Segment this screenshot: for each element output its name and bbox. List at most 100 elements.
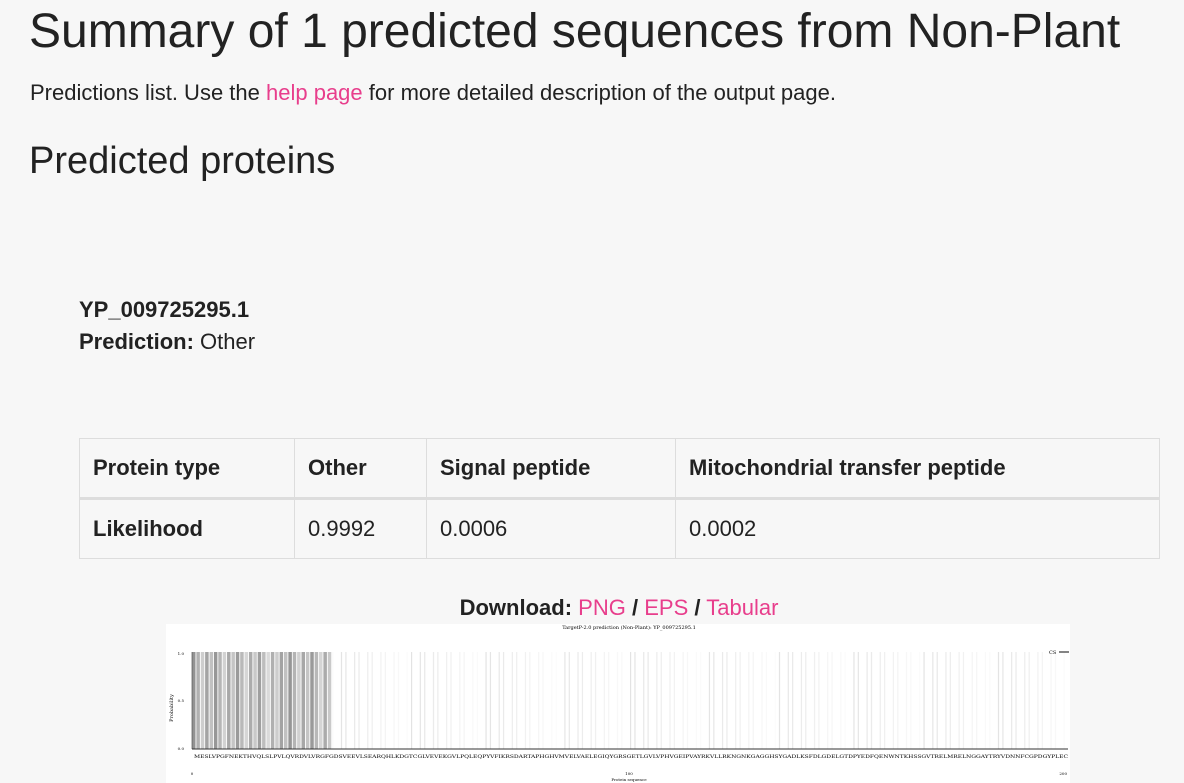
band [529, 652, 531, 749]
band [555, 652, 557, 749]
band [827, 652, 829, 749]
cell: 0.0002 [675, 498, 1160, 559]
band [695, 652, 697, 749]
band [213, 652, 218, 749]
band [708, 652, 711, 749]
intro: Predictions list. Use the help page for … [30, 80, 836, 106]
band [432, 652, 435, 749]
band [669, 652, 671, 749]
band [516, 652, 518, 749]
band [411, 652, 413, 749]
band [577, 652, 579, 749]
band [1002, 652, 1004, 749]
band [209, 652, 214, 749]
y-tick-label: 0.0 [178, 746, 185, 751]
band [1041, 652, 1043, 749]
band [380, 652, 382, 749]
band [446, 652, 448, 749]
band [498, 652, 500, 749]
band [310, 652, 314, 749]
intro-text: Predictions list. Use the [30, 80, 260, 105]
band [840, 652, 842, 749]
band [594, 652, 597, 749]
band [1024, 652, 1026, 749]
band [608, 652, 610, 749]
band [472, 652, 474, 749]
band [340, 652, 343, 749]
band [437, 652, 439, 749]
band [275, 652, 279, 749]
band [686, 652, 689, 749]
x-tick-label: 100 [625, 771, 633, 776]
band [713, 652, 715, 749]
band [266, 652, 270, 749]
band [892, 652, 894, 749]
band [831, 652, 833, 749]
download-link[interactable]: PNG [578, 595, 626, 620]
cell: 0.0006 [426, 498, 676, 559]
band [270, 652, 275, 749]
band [936, 652, 938, 749]
download: Download: PNG / EPS / Tabular [0, 595, 1184, 621]
x-tick-label: 0 [191, 771, 194, 776]
band [581, 652, 584, 749]
sequence: MESLVPGFNEKTHVQLSLPVLQVRDVLVRGFGDSVEEVLS… [194, 755, 1069, 760]
header-row: Protein type Other Signal peptide Mitoch… [79, 438, 1160, 500]
band [984, 652, 986, 749]
band [621, 652, 623, 749]
band [450, 652, 452, 749]
band [787, 652, 789, 749]
band [1050, 652, 1052, 749]
band [792, 652, 794, 749]
header-cell: Mitochondrial transfer peptide [675, 438, 1160, 500]
band [870, 652, 873, 749]
band [384, 652, 386, 749]
band [774, 652, 776, 749]
band [923, 652, 925, 749]
band [524, 652, 527, 749]
download-link[interactable]: Tabular [706, 595, 779, 620]
band [989, 652, 991, 749]
band [279, 652, 284, 749]
band [761, 652, 763, 749]
header-cell: Signal peptide [426, 438, 676, 500]
band [485, 652, 487, 749]
band [564, 652, 566, 749]
band [673, 652, 675, 749]
band [735, 652, 737, 749]
help-link[interactable]: help page [266, 80, 363, 105]
band [682, 652, 684, 749]
band [778, 652, 781, 749]
band [752, 652, 754, 749]
band [459, 652, 461, 749]
band [319, 652, 323, 749]
band [726, 652, 728, 749]
band [283, 652, 288, 749]
band [700, 652, 702, 749]
band [292, 652, 297, 749]
band [218, 652, 222, 749]
band [424, 652, 426, 749]
section-title: Predicted proteins [29, 140, 336, 182]
band [568, 652, 570, 749]
band [463, 652, 465, 749]
band [857, 652, 859, 749]
band [739, 652, 741, 749]
band [643, 652, 645, 749]
band [971, 652, 973, 749]
y-tick-label: 0.5 [178, 698, 185, 703]
x-tick-label: 200 [1059, 771, 1067, 776]
separator: / [694, 595, 701, 620]
band [489, 652, 492, 749]
band [397, 652, 400, 749]
likelihood-table: Protein type Other Signal peptide Mitoch… [79, 438, 1160, 559]
band [551, 652, 553, 749]
cell: Likelihood [79, 498, 295, 559]
band [844, 652, 846, 749]
band [502, 652, 505, 749]
band [192, 652, 196, 749]
band [196, 652, 200, 749]
download-link[interactable]: EPS [644, 595, 689, 620]
